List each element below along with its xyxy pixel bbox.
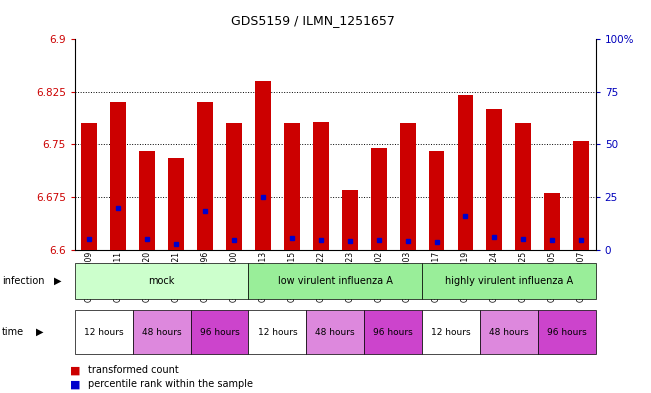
Bar bbox=[422, 310, 480, 354]
Bar bbox=[81, 123, 97, 250]
Bar bbox=[255, 81, 271, 250]
Bar bbox=[370, 148, 387, 250]
Bar bbox=[191, 310, 249, 354]
Bar bbox=[486, 109, 503, 250]
Bar bbox=[133, 310, 191, 354]
Text: 48 hours: 48 hours bbox=[489, 328, 529, 336]
Bar bbox=[284, 123, 300, 250]
Bar bbox=[249, 263, 422, 299]
Bar bbox=[364, 310, 422, 354]
Text: ▶: ▶ bbox=[54, 276, 62, 286]
Bar bbox=[197, 103, 213, 250]
Text: 12 hours: 12 hours bbox=[258, 328, 298, 336]
Bar bbox=[428, 151, 445, 250]
Bar bbox=[307, 310, 364, 354]
Text: percentile rank within the sample: percentile rank within the sample bbox=[88, 379, 253, 389]
Text: 48 hours: 48 hours bbox=[142, 328, 182, 336]
Text: low virulent influenza A: low virulent influenza A bbox=[278, 276, 393, 286]
Bar bbox=[422, 263, 596, 299]
Text: ▶: ▶ bbox=[36, 327, 44, 337]
Text: 48 hours: 48 hours bbox=[316, 328, 355, 336]
Bar bbox=[544, 193, 561, 250]
Bar bbox=[342, 190, 357, 250]
Text: 12 hours: 12 hours bbox=[84, 328, 124, 336]
Text: GDS5159 / ILMN_1251657: GDS5159 / ILMN_1251657 bbox=[230, 14, 395, 27]
Text: 96 hours: 96 hours bbox=[200, 328, 240, 336]
Bar bbox=[480, 310, 538, 354]
Bar bbox=[538, 310, 596, 354]
Bar bbox=[400, 123, 415, 250]
Text: mock: mock bbox=[148, 276, 175, 286]
Bar bbox=[574, 141, 589, 250]
Bar bbox=[168, 158, 184, 250]
Bar bbox=[313, 122, 329, 250]
Bar bbox=[516, 123, 531, 250]
Text: highly virulent influenza A: highly virulent influenza A bbox=[445, 276, 573, 286]
Bar bbox=[249, 310, 307, 354]
Bar bbox=[139, 151, 155, 250]
Bar bbox=[75, 310, 133, 354]
Text: 96 hours: 96 hours bbox=[373, 328, 413, 336]
Bar bbox=[226, 123, 242, 250]
Bar bbox=[458, 95, 473, 250]
Text: transformed count: transformed count bbox=[88, 365, 178, 375]
Text: ■: ■ bbox=[70, 379, 80, 389]
Text: ■: ■ bbox=[70, 365, 80, 375]
Text: 12 hours: 12 hours bbox=[431, 328, 471, 336]
Bar bbox=[110, 103, 126, 250]
Text: infection: infection bbox=[2, 276, 44, 286]
Bar bbox=[75, 263, 249, 299]
Text: 96 hours: 96 hours bbox=[547, 328, 587, 336]
Text: time: time bbox=[2, 327, 24, 337]
